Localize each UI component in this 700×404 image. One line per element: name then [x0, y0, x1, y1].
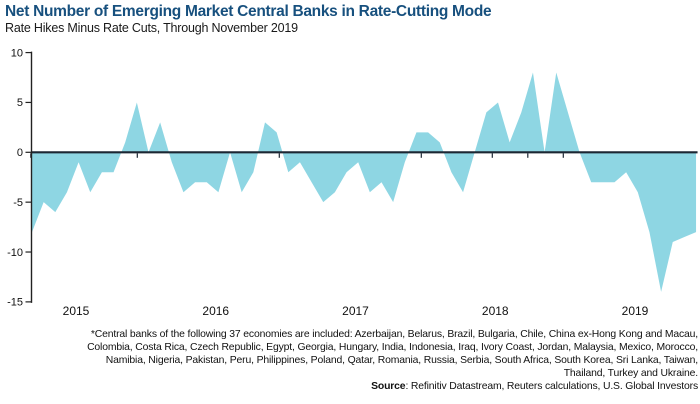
x-axis-year-label: 2015 — [63, 304, 90, 318]
y-axis-tick-label: -10 — [7, 247, 23, 259]
x-axis-year-label: 2016 — [202, 304, 229, 318]
chart-subtitle: Rate Hikes Minus Rate Cuts, Through Nove… — [5, 21, 298, 35]
source-line: Source: Refinitiv Datastream, Reuters ca… — [2, 380, 698, 393]
x-axis-year-label: 2017 — [342, 304, 369, 318]
footnote-line: Namibia, Nigeria, Pakistan, Peru, Philip… — [105, 355, 698, 367]
y-axis-tick-label: 0 — [17, 147, 23, 159]
y-axis-tick-label: 5 — [17, 97, 23, 109]
source-text: : Refinitiv Datastream, Reuters calculat… — [405, 381, 698, 393]
footnote: *Central banks of the following 37 econo… — [2, 328, 698, 393]
footnote-line: Thailand, Turkey and Ukraine. — [563, 368, 698, 380]
source-label: Source — [371, 381, 406, 393]
x-axis-year-label: 2018 — [482, 304, 509, 318]
x-axis-year-label: 2019 — [622, 304, 649, 318]
area-series — [32, 72, 697, 292]
area-chart: 10 5 0 -5 -10 -15 2015 2016 2017 2018 2019 — [7, 47, 698, 318]
chart-title: Net Number of Emerging Market Central Ba… — [5, 3, 492, 20]
y-axis-tick-label: 10 — [11, 47, 23, 59]
footnote-line: Colombia, Costa Rica, Czech Republic, Eg… — [87, 342, 698, 354]
footnote-line: *Central banks of the following 37 econo… — [90, 329, 698, 340]
y-axis-tick-label: -5 — [13, 197, 23, 209]
y-axis-tick-label: -15 — [7, 297, 23, 309]
